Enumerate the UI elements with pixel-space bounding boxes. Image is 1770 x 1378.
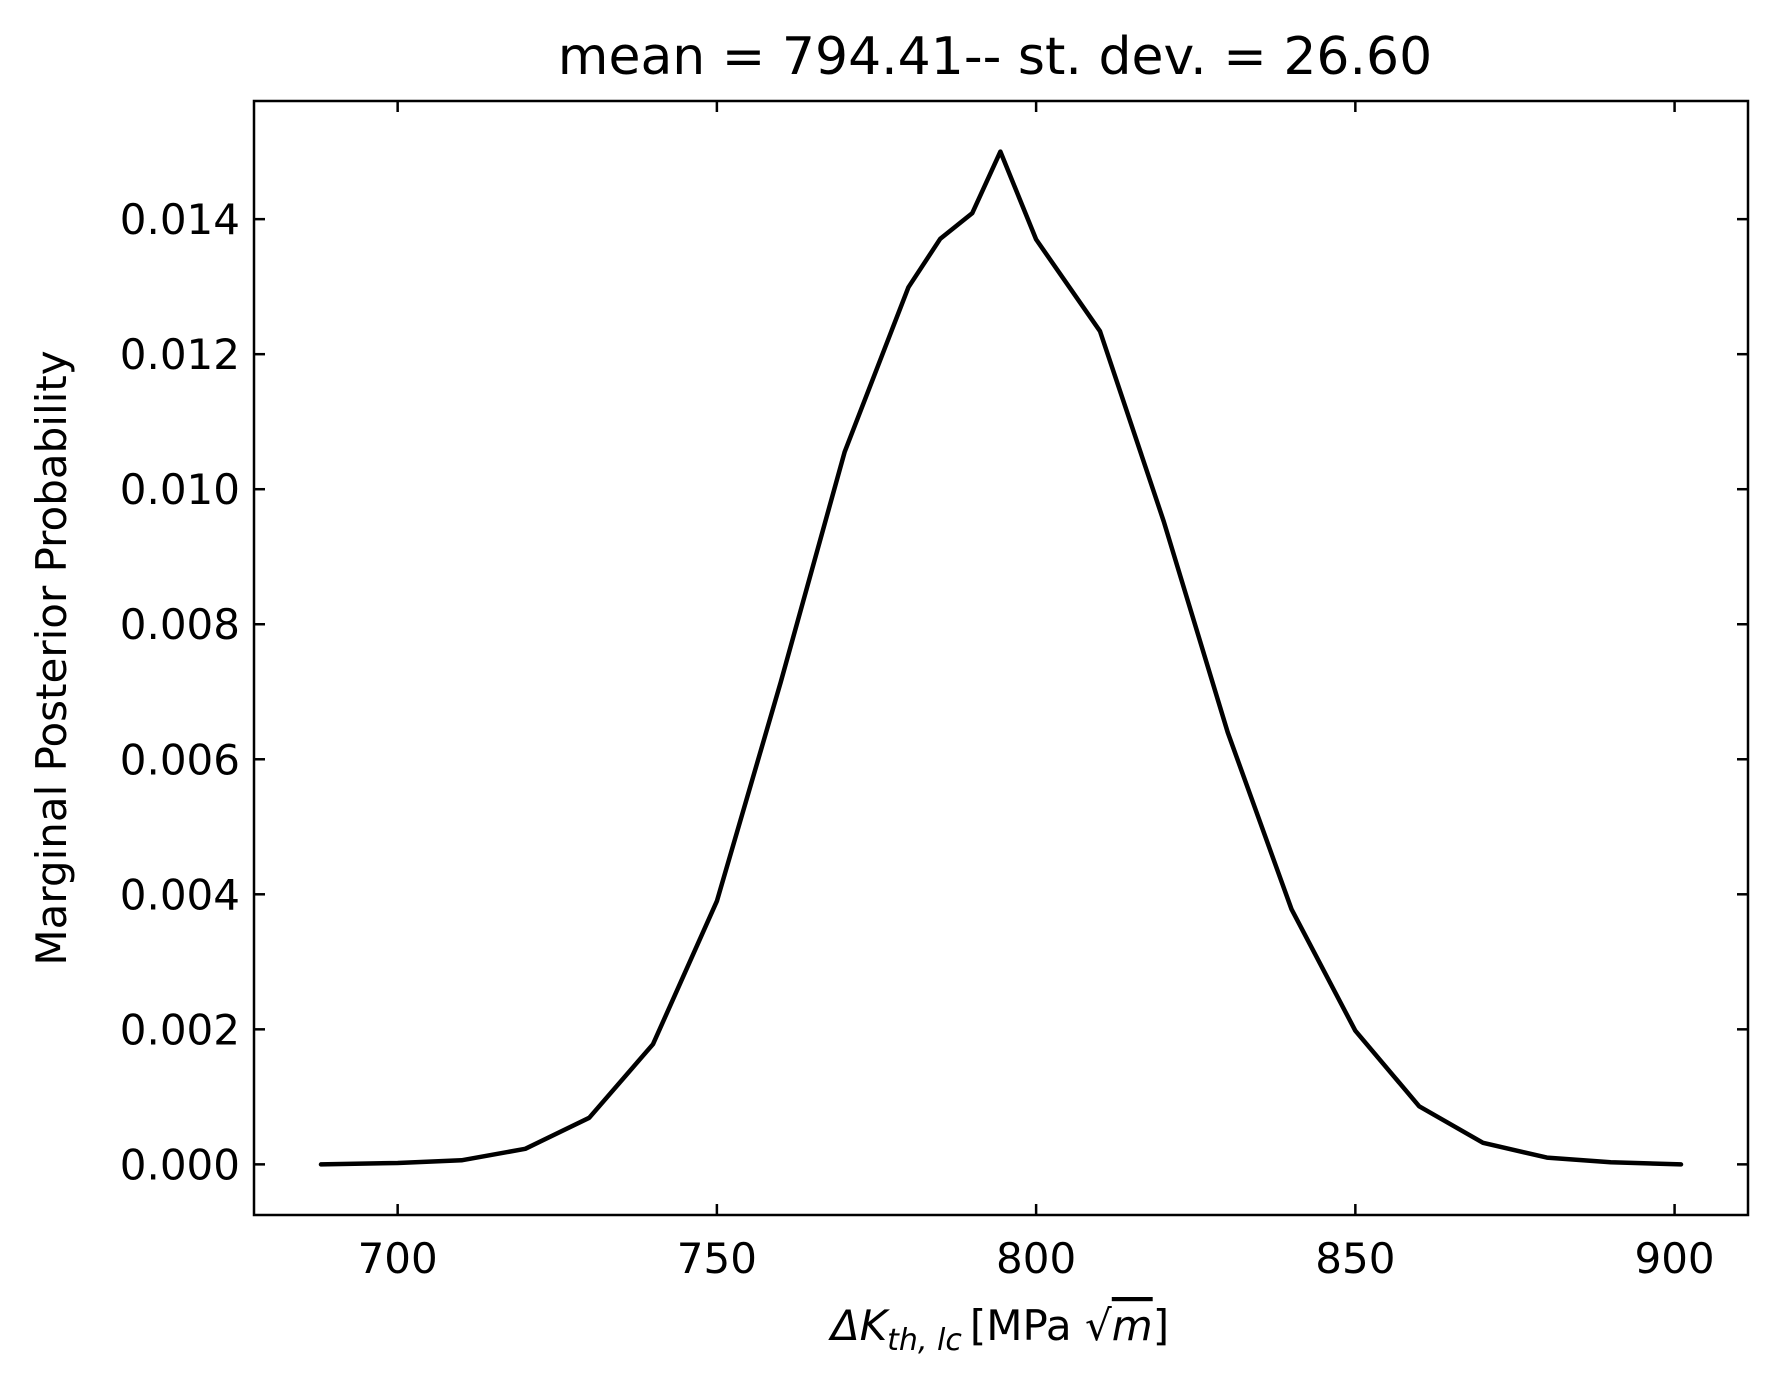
chart-title: mean = 794.41-- st. dev. = 26.60 [558,27,1432,87]
x-tick-label: 850 [1315,1234,1395,1283]
y-tick-label: 0.014 [120,195,240,244]
x-axis-label-unit-open: [MPa [970,1301,1085,1350]
x-axis-label-sqrt: √ [1085,1301,1112,1350]
x-tick-label: 900 [1634,1234,1714,1283]
x-tick-label: 750 [677,1234,757,1283]
x-axis-label-sqrt-arg: m [1112,1301,1153,1350]
plot-frame [252,99,1750,1217]
plot-area: 700 750 800 850 900 0.0000.0020.0040.0060.00… [120,99,1750,1283]
x-axis: 700 750 800 850 900 [358,101,1715,1283]
y-axis: 0.000 0.002 0.004 0.006 0.008 0.010 0.012 0.014 [120,195,1748,1189]
y-axis-label: Marginal Posterior Probability [27,350,76,965]
y-tick-label: 0.012 [120,330,240,379]
y-tick-label: 0.010 [120,465,240,514]
y-tick-label: 0.000 [120,1140,240,1189]
x-axis-label: ΔKth, lc [MPa √m] [828,1301,1169,1358]
x-tick-label: 700 [358,1234,438,1283]
series-layer [318,149,1684,1167]
series-line [318,149,1684,1167]
x-tick-label: 800 [996,1234,1076,1283]
x-axis-label-subscript: th, lc [887,1323,962,1358]
x-axis-label-symbol: ΔK [828,1301,891,1350]
y-tick-label: 0.002 [120,1005,240,1054]
y-tick-label: 0.008 [120,600,240,649]
y-tick-label: 0.004 [120,870,240,919]
y-tick-label: 0.006 [120,735,240,784]
x-axis-label-unit-close: ] [1153,1301,1169,1350]
